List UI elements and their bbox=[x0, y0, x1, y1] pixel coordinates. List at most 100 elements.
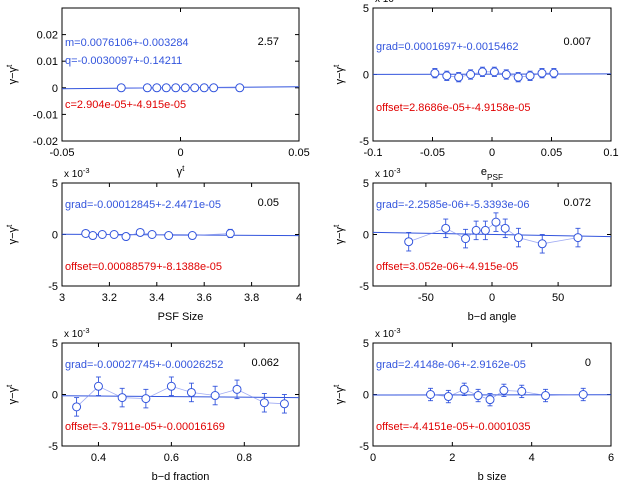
y-tick-label: 5 bbox=[363, 178, 369, 190]
x-tick-label: 0.4 bbox=[91, 452, 106, 464]
y-tick-label: -0.01 bbox=[33, 109, 58, 121]
x-tick-label: 50 bbox=[552, 292, 564, 304]
y-axis-label: γ−γt bbox=[5, 224, 20, 244]
x-tick-label: -0.05 bbox=[420, 147, 445, 159]
data-point bbox=[513, 233, 523, 243]
corner-value: 0.062 bbox=[251, 357, 279, 369]
y-axis-label: γ−γt bbox=[332, 64, 347, 84]
y-tick-label: 0 bbox=[52, 390, 58, 402]
y-scale-label: x 10-3 bbox=[64, 166, 90, 181]
data-point bbox=[426, 390, 436, 399]
data-point bbox=[93, 381, 103, 391]
data-point bbox=[186, 387, 196, 397]
panel-2: -5 0 5 -0.1 -0.05 0 0.05 0.1 ePSF γ−γt x 10-3 grad=… bbox=[332, 0, 619, 182]
x-axis-label: b−d fraction bbox=[152, 471, 210, 480]
data-point bbox=[441, 223, 451, 233]
data-point bbox=[573, 233, 583, 243]
y-tick-label: 5 bbox=[52, 338, 58, 350]
data-point bbox=[210, 391, 220, 401]
data-point bbox=[187, 231, 197, 241]
x-tick-label: -50 bbox=[418, 292, 434, 304]
data-line bbox=[408, 221, 578, 245]
data-point bbox=[199, 83, 209, 93]
x-axis-label: PSF Size bbox=[158, 311, 204, 323]
data-point bbox=[141, 394, 151, 404]
annotation-q: q=-0.0030097+-0.14211 bbox=[65, 55, 182, 67]
data-point bbox=[459, 384, 469, 394]
x-tick-label: 0 bbox=[177, 147, 183, 159]
data-point bbox=[404, 237, 414, 247]
data-point bbox=[116, 83, 126, 93]
data-point bbox=[171, 83, 181, 93]
fit-line bbox=[372, 231, 612, 238]
data-point bbox=[480, 225, 490, 235]
annotation-grad: grad=-2.2585e-06+-5.3393e-06 bbox=[376, 199, 530, 211]
annotation-grad: grad=0.0001697+-0.0015462 bbox=[376, 41, 519, 53]
data-point bbox=[454, 72, 464, 82]
data-point bbox=[442, 71, 452, 81]
x-tick-label: 0 bbox=[489, 147, 495, 159]
x-tick-label: -0.1 bbox=[364, 147, 383, 159]
x-tick-label: 4 bbox=[296, 292, 302, 304]
y-tick-label: -0.02 bbox=[33, 136, 58, 148]
x-tick-label: 3.8 bbox=[244, 292, 259, 304]
corner-value: 0.072 bbox=[563, 197, 591, 209]
x-tick-label: 0.05 bbox=[541, 147, 562, 159]
data-point bbox=[513, 72, 523, 82]
data-point bbox=[466, 70, 476, 79]
y-tick-label: -5 bbox=[359, 441, 369, 453]
data-point bbox=[72, 402, 82, 412]
data-point bbox=[97, 230, 107, 239]
data-point bbox=[259, 398, 269, 408]
x-tick-label: 6 bbox=[608, 452, 614, 464]
data-point bbox=[477, 67, 487, 77]
panel-1: -0.02 -0.01 0 0.01 0.02 -0.05 0 0.05 γt γ−γt m=0.0… bbox=[5, 7, 310, 179]
panel-5: -5 0 5 0.4 0.6 0.8 b−d fraction γ−γt x 10-3 grad=… bbox=[5, 326, 300, 480]
data-point bbox=[166, 381, 176, 391]
data-point bbox=[152, 83, 162, 93]
y-axis-label: γ−γt bbox=[5, 64, 20, 84]
data-point bbox=[517, 386, 527, 396]
data-point bbox=[537, 239, 547, 249]
data-point bbox=[537, 68, 547, 78]
data-point bbox=[430, 68, 440, 78]
x-axis-label: γt bbox=[177, 164, 186, 179]
x-tick-label: 0.8 bbox=[237, 452, 252, 464]
data-point bbox=[164, 231, 174, 241]
data-point bbox=[235, 83, 245, 93]
x-tick-label: 3.4 bbox=[149, 292, 164, 304]
x-tick-label: 0 bbox=[370, 452, 376, 464]
y-tick-label: -5 bbox=[48, 441, 58, 453]
data-point bbox=[121, 232, 131, 242]
annotation-offset: offset=-3.7911e-05+-0.00016169 bbox=[65, 421, 225, 433]
data-point bbox=[489, 67, 499, 77]
annotation-m: m=0.0076106+-0.003284 bbox=[65, 37, 189, 49]
data-point bbox=[209, 83, 219, 93]
data-point bbox=[180, 83, 190, 93]
data-point bbox=[541, 391, 551, 401]
y-tick-label: -5 bbox=[359, 281, 369, 293]
data-point bbox=[443, 392, 453, 402]
y-axis-label: γ−γt bbox=[5, 384, 20, 404]
y-axis-label: γ−γt bbox=[332, 224, 347, 244]
data-point bbox=[525, 71, 535, 81]
data-point bbox=[499, 385, 509, 395]
data-point bbox=[501, 70, 511, 79]
x-axis-label: b−d angle bbox=[468, 311, 517, 323]
annotation-offset: offset=-4.4151e-05+-0.0001035 bbox=[376, 421, 531, 433]
x-tick-label: 0.1 bbox=[603, 147, 618, 159]
data-line bbox=[85, 231, 231, 238]
y-scale-label: x 10-3 bbox=[375, 0, 401, 5]
annotation-offset: offset=3.052e-06+-4.915e-05 bbox=[376, 261, 518, 273]
y-scale-label: x 10-3 bbox=[375, 326, 401, 341]
data-point bbox=[109, 230, 119, 239]
annotation-c: c=2.904e-05+-4.915e-05 bbox=[65, 99, 186, 111]
y-axis-label: γ−γt bbox=[332, 384, 347, 404]
data-point bbox=[549, 68, 559, 78]
x-tick-label: 0.6 bbox=[164, 452, 179, 464]
y-tick-label: 5 bbox=[52, 178, 58, 190]
y-tick-label: 0 bbox=[363, 390, 369, 402]
y-scale-label: x 10-3 bbox=[64, 326, 90, 341]
annotation-offset: offset=0.00088579+-8.1388e-05 bbox=[65, 261, 222, 273]
